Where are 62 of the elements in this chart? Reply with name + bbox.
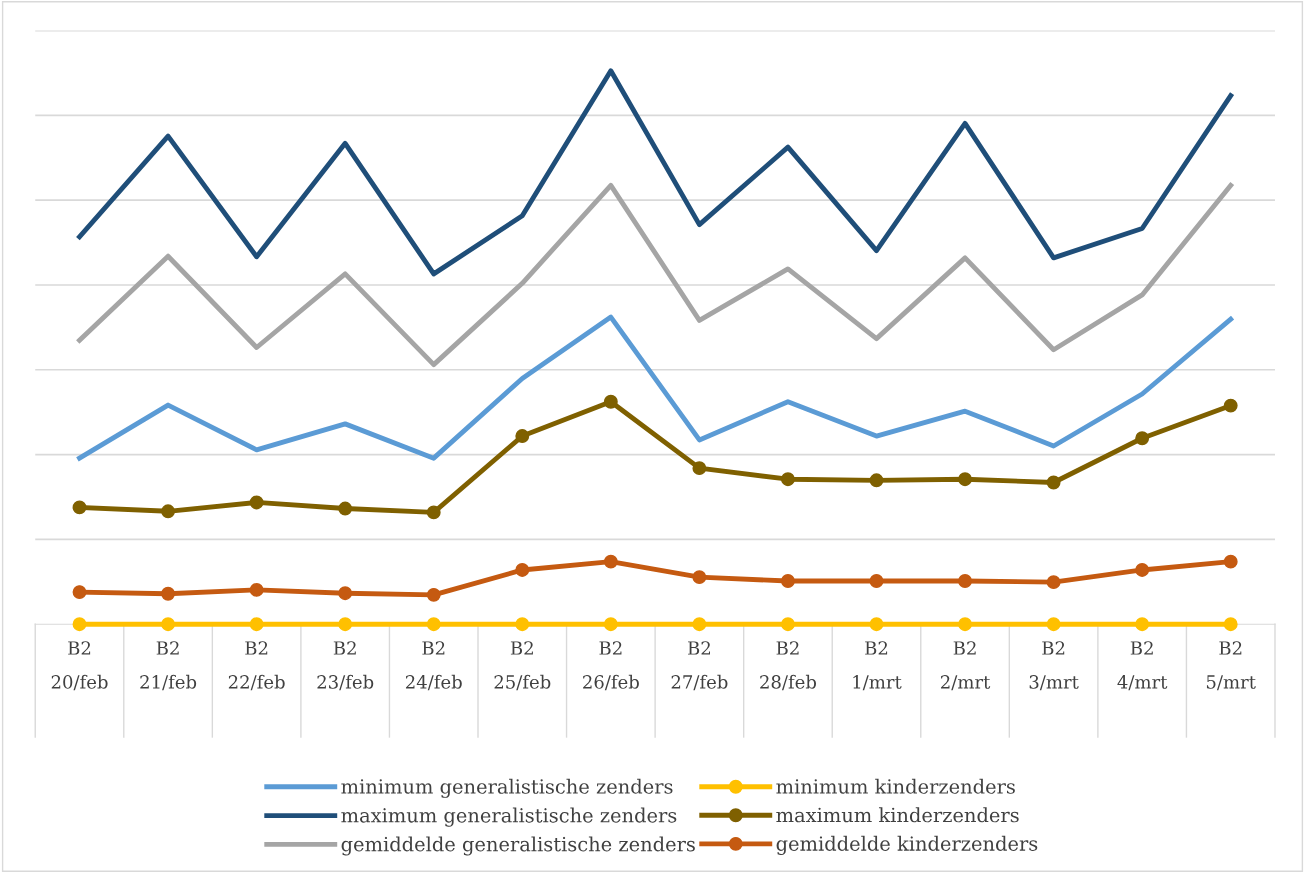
point [780,617,795,632]
point [692,570,707,585]
x-tick-label: B2 21/feb [140,641,197,691]
point [338,586,353,601]
x-tick-label: B2 5/mrt [1206,641,1256,691]
point [249,617,264,632]
point [869,617,884,632]
point [72,585,87,600]
x-tick-label: B2 24/feb [405,641,462,691]
point [692,461,707,476]
point [426,505,441,520]
x-tick-label: B2 23/feb [317,641,374,691]
x-tick-label: B2 20/feb [51,641,108,691]
point [249,582,264,597]
point [692,617,707,632]
x-tick-label: B2 28/feb [760,641,817,691]
point [869,473,884,488]
point [603,394,618,409]
point [515,617,530,632]
x-tick-label: B2 25/feb [494,641,551,691]
x-tick-label: B2 22/feb [228,641,285,691]
point [1046,575,1061,590]
x-tick-label: B2 1/mrt [853,641,902,691]
point [1046,475,1061,490]
point [958,617,972,632]
legend-label: minimum kinderzenders [776,778,1015,794]
legend-label: maximum generalistische zenders [341,807,677,827]
x-tick-label: B2 3/mrt [1029,641,1079,691]
point [1223,398,1238,413]
x-tick-label: B2 27/feb [671,641,728,691]
point [72,617,87,632]
point [515,429,530,443]
point [869,574,884,588]
point [1223,554,1238,569]
point [603,554,618,569]
point [958,574,972,588]
point [161,586,176,601]
x-tick-label: B2 4/mrt [1117,641,1168,691]
point [426,587,441,602]
point [249,495,264,510]
point [1135,431,1150,446]
point [1135,563,1150,577]
legend-label: minimum generalistische zenders [341,778,673,798]
point [1046,617,1061,632]
point [1135,617,1150,632]
legend-label: maximum kinderzenders [776,807,1019,823]
point [426,617,441,632]
point [72,500,87,515]
point [958,472,972,487]
point [603,617,618,632]
legend-label: gemiddelde kinderzenders [776,835,1038,855]
point [338,617,353,632]
legend-label: gemiddelde generalistische zenders [341,836,695,856]
point [1223,617,1238,632]
x-tick-label: B2 2/mrt [940,641,991,691]
point [338,501,353,516]
point [780,472,795,487]
x-tick-label: B2 26/feb [583,641,639,691]
point [515,563,530,577]
point [161,504,176,519]
point [780,574,795,588]
point [161,617,176,632]
